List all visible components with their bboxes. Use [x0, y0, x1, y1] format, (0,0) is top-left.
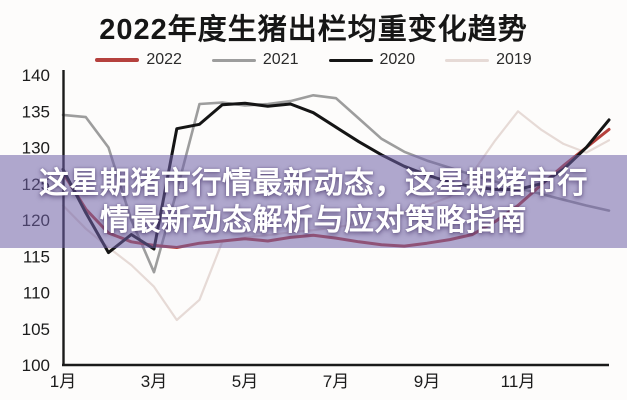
legend-label: 2020 — [379, 51, 416, 68]
legend-swatch-2019-line — [445, 58, 490, 62]
x-tick-label: 7月 — [323, 372, 349, 391]
promo-banner-overlay: 这星期猪市行情最新动态，这星期猪市行 情最新动态解析与应对策略指南 — [0, 155, 627, 248]
x-tick-label: 5月 — [232, 372, 258, 391]
x-tick-labels: 1月 3月 5月 7月 9月 11月 — [50, 372, 536, 391]
legend-label: 2021 — [262, 51, 299, 68]
legend-swatch-2020-line — [328, 58, 373, 62]
legend-swatch-2021-line — [211, 58, 256, 62]
y-tick-label: 130 — [22, 139, 50, 158]
chart-legend: 2022 2021 2020 2019 — [0, 50, 627, 70]
promo-headline-line-2: 情最新动态解析与应对策略指南 — [100, 203, 527, 237]
legend-label: 2022 — [146, 51, 182, 68]
x-tick-label: 11月 — [501, 372, 536, 391]
y-tick-label: 115 — [23, 247, 50, 266]
legend-item-2021: 2021 — [211, 51, 299, 69]
x-tick-label: 3月 — [141, 372, 167, 391]
promo-headline-line-1: 这星期猪市行情最新动态，这星期猪市行 — [39, 166, 588, 200]
x-tick-label: 9月 — [414, 372, 440, 391]
legend-label: 2019 — [496, 51, 532, 68]
y-tick-label: 140 — [22, 66, 50, 85]
y-tick-label: 110 — [23, 284, 50, 303]
y-tick-label: 100 — [22, 356, 50, 375]
legend-item-2022: 2022 — [95, 51, 182, 69]
chart-title: 2022年度生猪出栏均重变化趋势 — [99, 14, 528, 46]
legend-item-2019: 2019 — [445, 51, 532, 69]
y-tick-label: 105 — [22, 320, 50, 339]
legend-swatch-2022-line — [95, 58, 140, 62]
legend-item-2020: 2020 — [328, 51, 416, 69]
y-tick-label: 135 — [22, 102, 50, 121]
x-tick-label: 1月 — [50, 372, 76, 391]
